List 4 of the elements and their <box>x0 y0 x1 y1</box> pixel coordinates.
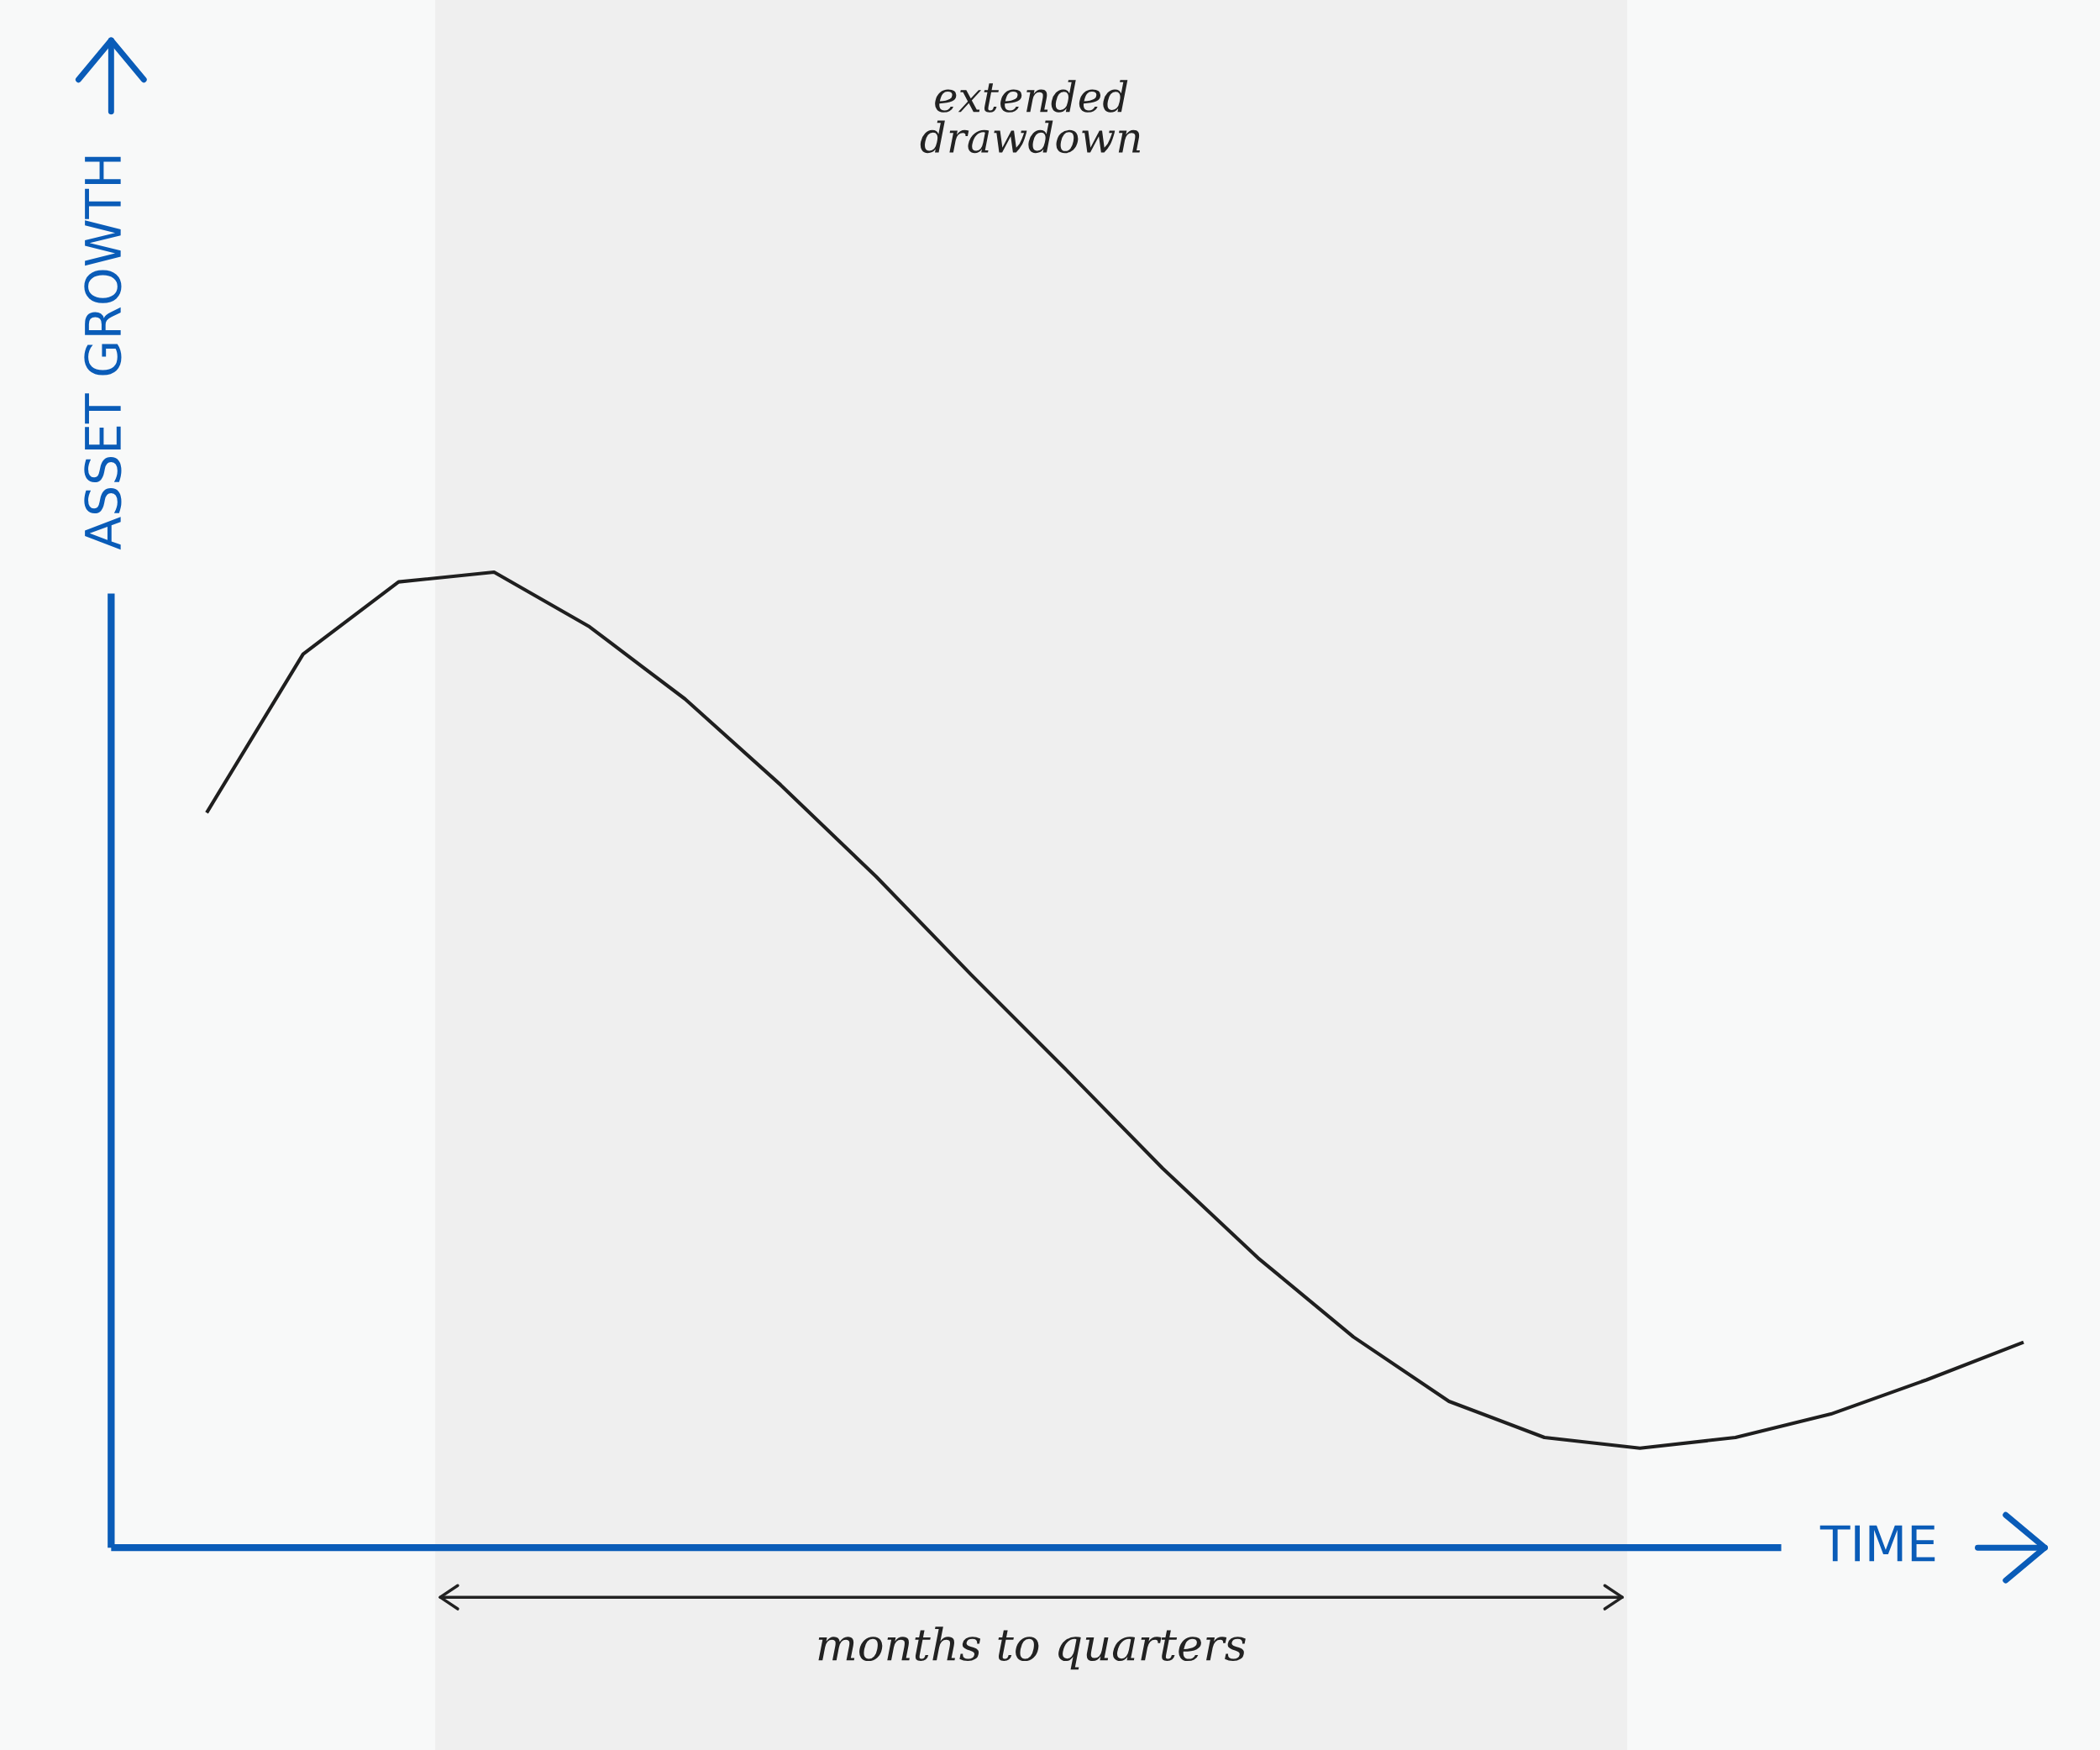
y-axis-title: ASSET GROWTH <box>84 156 122 550</box>
x-axis-title: TIME <box>1819 1525 1935 1562</box>
text: months to quarters <box>818 1627 1246 1670</box>
text: extended drawdown <box>920 80 1140 154</box>
